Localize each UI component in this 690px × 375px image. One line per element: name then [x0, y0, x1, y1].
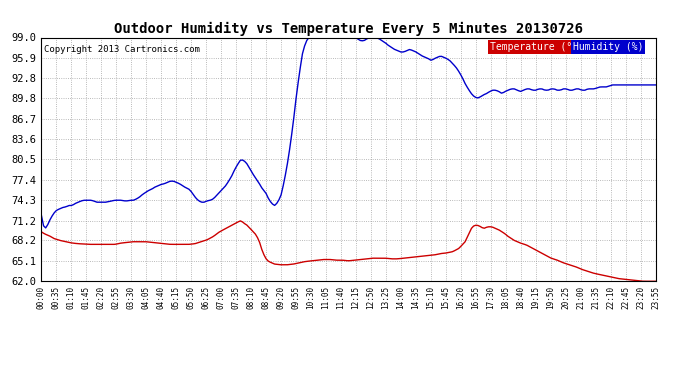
Text: Copyright 2013 Cartronics.com: Copyright 2013 Cartronics.com — [44, 45, 200, 54]
Text: Humidity (%): Humidity (%) — [573, 42, 643, 52]
Text: Temperature (°F): Temperature (°F) — [490, 42, 584, 52]
Title: Outdoor Humidity vs Temperature Every 5 Minutes 20130726: Outdoor Humidity vs Temperature Every 5 … — [114, 22, 583, 36]
